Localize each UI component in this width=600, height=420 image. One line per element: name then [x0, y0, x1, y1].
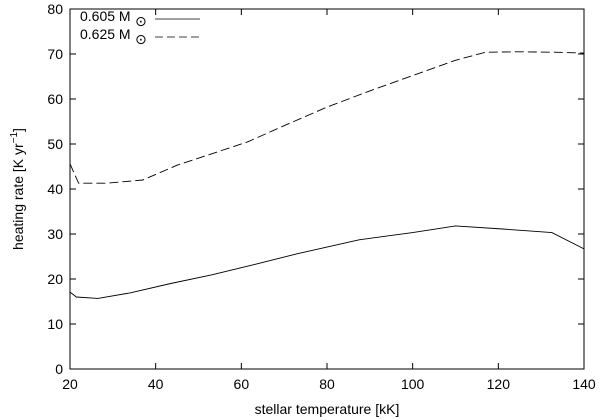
- x-tick-label: 120: [487, 376, 511, 392]
- legend: 0.605 M ⊙ 0.625 M ⊙: [80, 8, 200, 47]
- y-tick-label: 30: [47, 226, 63, 242]
- x-axis-label: stellar temperature [kK]: [255, 401, 400, 417]
- y-tick-label: 0: [55, 361, 63, 377]
- x-tick-label: 20: [62, 376, 78, 392]
- x-tick-label: 40: [148, 376, 164, 392]
- x-tick-label: 80: [319, 376, 335, 392]
- y-tick-label: 60: [47, 91, 63, 107]
- series-line-0625: [69, 51, 585, 184]
- legend-label-0605: 0.605 M: [80, 8, 131, 24]
- legend-label-0625: 0.625 M: [80, 26, 131, 42]
- x-tick-label: 140: [572, 376, 596, 392]
- series-lines: [69, 51, 585, 299]
- sun-symbol-icon: ⊙: [135, 13, 147, 29]
- y-tick-label: 70: [47, 46, 63, 62]
- y-tick-label: 10: [47, 316, 63, 332]
- y-tick-label: 50: [47, 136, 63, 152]
- y-tick-label: 20: [47, 271, 63, 287]
- sun-symbol-icon: ⊙: [135, 31, 147, 47]
- x-tick-label: 100: [401, 376, 425, 392]
- series-line-0605: [69, 225, 585, 299]
- y-tick-label: 80: [47, 1, 63, 17]
- y-tick-label: 40: [47, 181, 63, 197]
- y-axis-label-main: heating rate [K yr: [10, 143, 26, 250]
- x-tick-label: 60: [234, 376, 250, 392]
- ticks: 20 40 60 80 100 120 140 0 10 20 30 40 50 60 70 80: [47, 1, 595, 392]
- y-axis-label-superscript: −1: [9, 131, 20, 143]
- plot-frame: [69, 8, 585, 370]
- y-axis-label-close: ]: [10, 128, 26, 132]
- y-axis-label: heating rate [K yr−1]: [9, 128, 26, 250]
